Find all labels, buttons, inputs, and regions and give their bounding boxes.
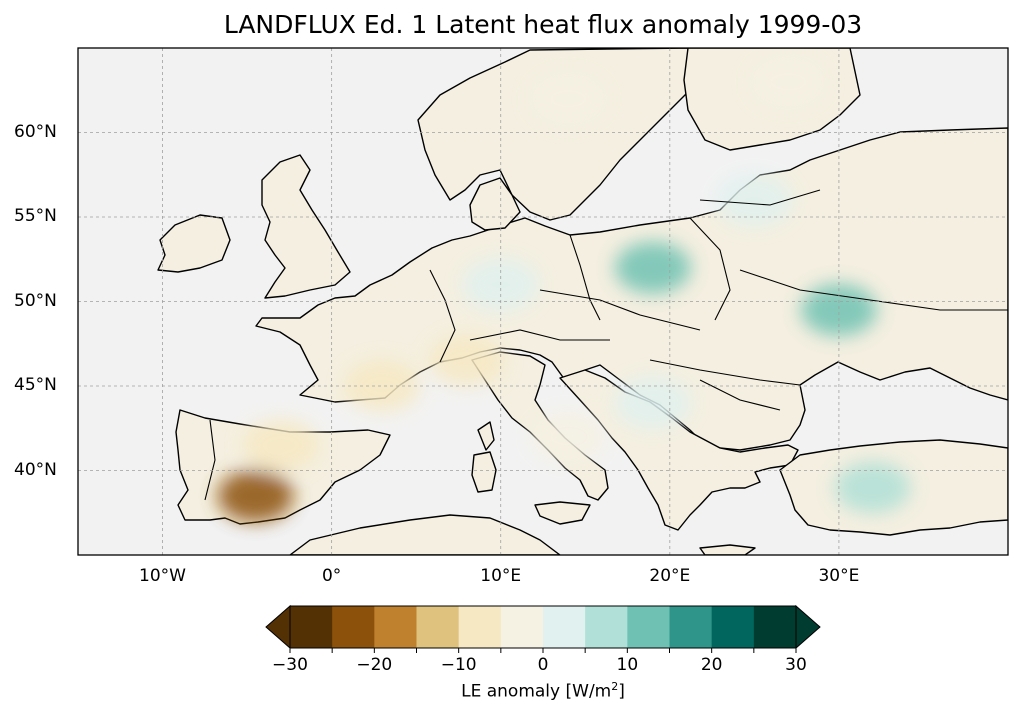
border-czech	[539, 289, 701, 331]
country-borders	[204, 189, 1008, 501]
border-germany-poland	[569, 234, 601, 321]
lon-tick-label: 20°E	[649, 566, 691, 586]
anomaly-patch	[530, 410, 607, 463]
land-sardinia	[471, 451, 497, 493]
colorbar-swatch	[332, 606, 375, 648]
anomaly-patch	[217, 469, 294, 522]
lat-tick-label: 40°N	[14, 459, 57, 480]
colorbar-extend-min	[265, 604, 291, 650]
lon-tick-label: 10°W	[139, 566, 187, 586]
lon-tick-label: 10°E	[480, 566, 522, 586]
anomaly-patch	[242, 419, 319, 472]
colorbar-swatch	[500, 606, 544, 648]
anomaly-patch	[428, 334, 505, 387]
anomaly-patch	[344, 360, 421, 412]
border-ukraine	[739, 269, 1008, 311]
colorbar-tick-label: 0	[538, 655, 549, 675]
border-spain-portugal	[204, 419, 216, 501]
colorbar-swatch	[290, 606, 333, 648]
colorbar-tick-label: 10	[617, 655, 639, 675]
land-crete	[699, 544, 756, 555]
colorbar-swatch	[627, 606, 670, 648]
colorbar-tick-label: 20	[701, 655, 723, 675]
colorbar-swatch	[416, 606, 460, 648]
lat-tick-label: 60°N	[14, 121, 57, 142]
land-great-britain	[261, 154, 351, 299]
colorbar-swatch	[669, 606, 713, 648]
anomaly-patch	[530, 72, 607, 125]
colorbar-swatch	[458, 606, 502, 648]
border-baltic	[699, 189, 821, 206]
lat-tick-label: 45°N	[14, 375, 57, 395]
anomaly-patch	[834, 461, 911, 514]
anomaly-patch	[716, 174, 793, 227]
map-frame	[77, 47, 1009, 556]
land-sicily	[534, 501, 591, 525]
anomaly-patch	[614, 376, 691, 429]
anomaly-patch	[614, 241, 691, 294]
colorbar-swatch	[753, 606, 797, 648]
border-france-germany	[429, 269, 456, 363]
gridlines	[78, 48, 1008, 555]
anomaly-patch	[750, 55, 827, 108]
colorbar: −30 −20 −10 0 10 20 30	[265, 604, 821, 675]
lat-tick-label: 55°N	[14, 206, 57, 226]
border-romania	[699, 379, 781, 411]
colorbar-tick-label: 30	[785, 655, 807, 675]
colorbar-tick-label: −30	[272, 655, 308, 675]
land-corsica	[477, 421, 495, 451]
colorbar-tick-label: −20	[356, 655, 392, 675]
colorbar-label: LE anomaly [W/m2]	[461, 680, 625, 702]
colorbar-swatch	[543, 606, 586, 648]
lon-tick-label: 0°	[321, 566, 342, 586]
border-poland-east	[689, 217, 731, 321]
lon-tick-label: 30°E	[818, 566, 860, 586]
land-scandinavia	[417, 48, 701, 221]
map-title: LANDFLUX Ed. 1 Latent heat flux anomaly …	[223, 10, 863, 39]
land-north-africa	[289, 514, 561, 555]
colorbar-swatch	[711, 606, 755, 648]
colorbar-swatch	[374, 606, 417, 648]
border-balkans	[649, 359, 801, 386]
anomaly-patch	[800, 283, 877, 336]
colorbar-swatch	[585, 606, 628, 648]
land-ireland	[157, 214, 231, 273]
colorbar-tick-label: −10	[441, 655, 477, 675]
colorbar-extend-max	[795, 604, 821, 650]
lat-tick-label: 50°N	[14, 290, 57, 311]
border-alps	[469, 329, 610, 341]
